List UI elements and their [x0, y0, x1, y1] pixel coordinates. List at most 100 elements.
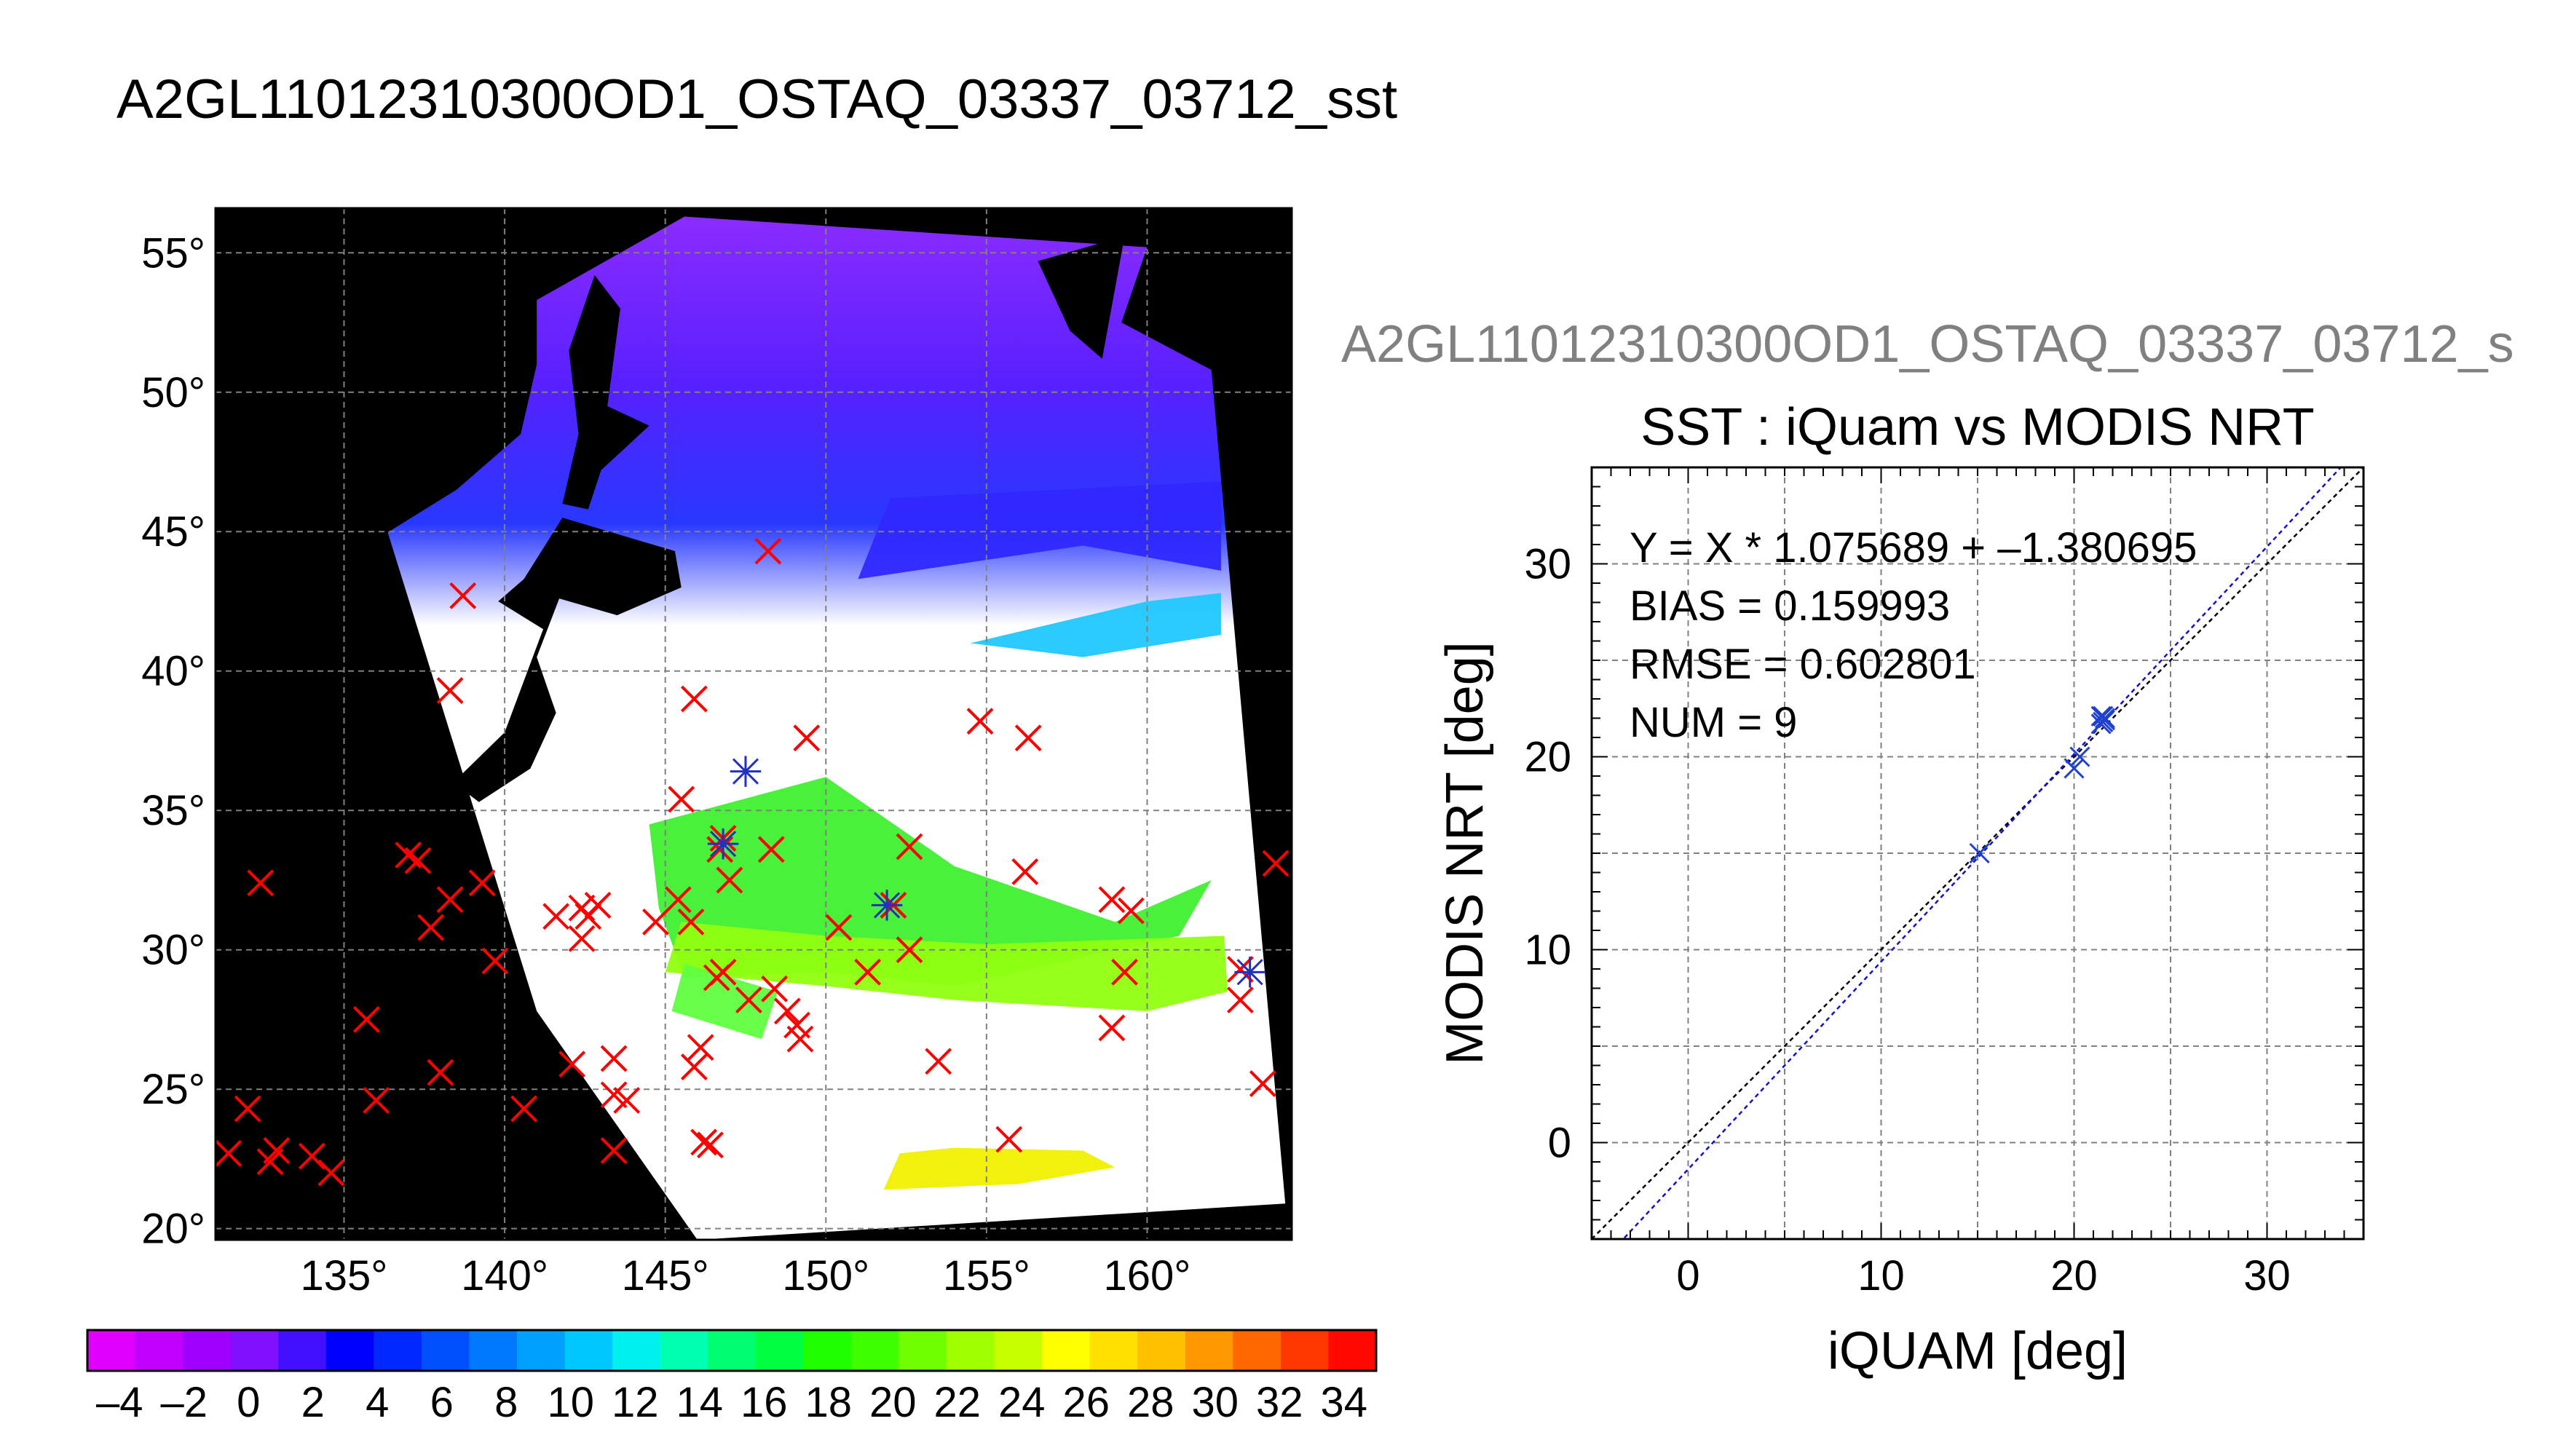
- iquam-marker: [436, 677, 464, 704]
- iquam-marker: [757, 836, 785, 863]
- scatter-stats: Y = X * 1.075689 + –1.380695 BIAS = 0.15…: [1630, 524, 2197, 746]
- map-y-tick-label: 30°: [141, 927, 205, 974]
- land-mass: [453, 518, 682, 802]
- colorbar-tick-label: 0: [237, 1379, 260, 1426]
- colorbar-tick-label: 32: [1256, 1379, 1303, 1426]
- colorbar-bin: [374, 1330, 422, 1371]
- colorbar-tick-label: –2: [160, 1379, 208, 1426]
- figure-title: A2GL11012310300OD1_OSTAQ_03337_03712_sst: [117, 68, 1397, 130]
- identity-line: [1592, 467, 2364, 1239]
- iquam-marker: [417, 914, 445, 941]
- stats-num: NUM = 9: [1630, 699, 1797, 746]
- colorbar-bin: [469, 1330, 518, 1371]
- colorbar-bin: [803, 1330, 852, 1371]
- iquam-marker: [247, 869, 275, 897]
- colorbar-tick-label: 24: [998, 1379, 1046, 1426]
- colorbar-bin: [899, 1330, 947, 1371]
- colorbar-bin: [87, 1330, 136, 1371]
- iquam-marker: [896, 833, 923, 860]
- sst-patch: [671, 963, 778, 1040]
- modis-markers: [707, 756, 1265, 988]
- colorbar-tick-label: 22: [933, 1379, 981, 1426]
- map-y-tick-label: 35°: [141, 787, 205, 834]
- iquam-marker: [600, 1137, 628, 1164]
- iquam-marker: [436, 886, 464, 914]
- iquam-marker: [481, 947, 509, 975]
- sst-patch: [858, 481, 1221, 579]
- map-y-tick-label: 55°: [141, 229, 205, 277]
- iquam-marker: [1098, 886, 1126, 914]
- iquam-marker: [600, 1045, 628, 1072]
- iquam-marker: [680, 685, 708, 713]
- land-mass: [216, 208, 537, 560]
- sst-patch: [665, 922, 1228, 1011]
- iquam-marker: [352, 1006, 380, 1033]
- iquam-markers: [216, 537, 1290, 1187]
- colorbar-tick-labels: –4 –2 0 2 4 6 8 10 12 14 16 18 20 22 24 26 28 30 32 34: [96, 1379, 1367, 1426]
- colorbar-bin: [135, 1330, 183, 1371]
- colorbar-bin: [947, 1330, 995, 1371]
- colorbar-bin: [1233, 1330, 1282, 1371]
- map-y-tick-label: 50°: [141, 369, 205, 416]
- colorbar-bins: [87, 1330, 1377, 1371]
- colorbar-bin: [850, 1330, 899, 1371]
- colorbar-tick-label: 20: [869, 1379, 917, 1426]
- iquam-marker: [216, 1139, 242, 1167]
- colorbar-tick-label: 6: [430, 1379, 454, 1426]
- iquam-marker: [709, 958, 737, 986]
- iquam-marker: [468, 869, 496, 897]
- stats-rmse: RMSE = 0.602801: [1630, 641, 1976, 688]
- colorbar-tick-label: 18: [805, 1379, 852, 1426]
- colorbar-bin: [230, 1330, 279, 1371]
- iquam-marker: [1111, 958, 1138, 986]
- iquam-marker: [664, 886, 692, 914]
- iquam-marker: [1011, 858, 1039, 885]
- iquam-marker: [263, 1137, 291, 1164]
- colorbar-bin: [612, 1330, 661, 1371]
- iquam-marker: [687, 1034, 714, 1061]
- modis-marker: [1234, 957, 1265, 988]
- swath-sst-patches: [649, 236, 1228, 1190]
- iquam-marker: [1226, 956, 1254, 983]
- map-x-tick-label: 145°: [622, 1252, 709, 1299]
- iquam-marker: [761, 975, 789, 1002]
- scatter-y-axis-label: MODIS NRT [deg]: [1436, 641, 1494, 1065]
- modis-marker: [730, 756, 762, 787]
- colorbar-bin: [660, 1330, 708, 1371]
- colorbar-tick-label: 12: [612, 1379, 659, 1426]
- scatter-point: [2064, 758, 2085, 779]
- map-y-tick-label: 20°: [141, 1206, 205, 1253]
- iquam-marker: [668, 786, 695, 813]
- iquam-marker: [234, 1095, 261, 1123]
- map-x-tick-label: 135°: [300, 1252, 387, 1299]
- map-frame: [214, 207, 1293, 1241]
- map-x-tick-label: 155°: [943, 1252, 1030, 1299]
- iquam-marker: [449, 582, 477, 609]
- scatter-y-tick-label: 20: [1524, 734, 1571, 781]
- colorbar-bin: [755, 1330, 804, 1371]
- map-y-tick-label: 45°: [141, 508, 205, 555]
- colorbar-bin: [325, 1330, 374, 1371]
- sst-patch: [970, 593, 1221, 657]
- iquam-marker: [786, 1025, 814, 1053]
- scatter-title: SST : iQuam vs MODIS NRT: [1640, 398, 2315, 456]
- iquam-marker: [1117, 897, 1145, 925]
- colorbar-tick-label: 30: [1191, 1379, 1239, 1426]
- colorbar-bin: [1042, 1330, 1091, 1371]
- map-y-tick-label: 25°: [141, 1066, 205, 1113]
- scatter-point: [2093, 711, 2114, 732]
- colorbar-bin: [517, 1330, 566, 1371]
- scatter-x-tick-label: 20: [2050, 1252, 2098, 1299]
- colorbar-tick-label: 2: [301, 1379, 325, 1426]
- colorbar-tick-label: 4: [366, 1379, 389, 1426]
- modis-marker: [871, 890, 903, 921]
- scatter-point: [2094, 708, 2115, 729]
- map-y-tick-labels: 55° 50° 45° 40° 35° 30° 25° 20°: [141, 229, 205, 1252]
- modis-marker: [707, 828, 739, 860]
- colorbar-tick-label: 10: [547, 1379, 594, 1426]
- colorbar-bin: [994, 1330, 1043, 1371]
- iquam-marker: [706, 836, 734, 863]
- iquam-marker: [568, 925, 596, 952]
- scatter-x-tick-labels: 0 10 20 30: [1676, 1252, 2290, 1299]
- colorbar-bin: [1280, 1330, 1329, 1371]
